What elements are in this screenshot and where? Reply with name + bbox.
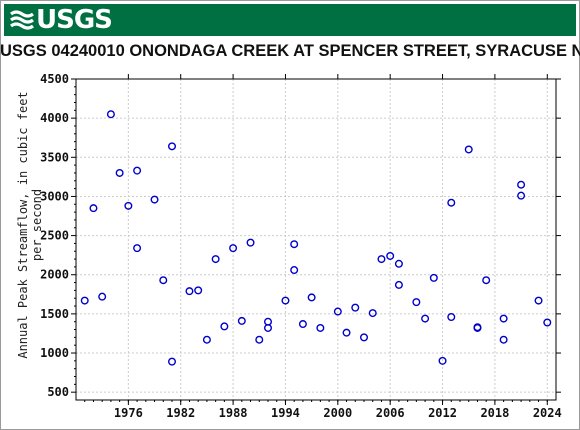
data-point (351, 303, 360, 312)
x-tick-label: 2012 (428, 406, 457, 420)
x-tick-label: 1976 (114, 406, 143, 420)
data-point (447, 198, 456, 207)
data-point (499, 314, 508, 323)
data-point (499, 335, 508, 344)
y-tick-label: 2500 (40, 229, 69, 243)
data-point (80, 296, 89, 305)
data-point (133, 244, 142, 253)
data-point (159, 276, 168, 285)
data-point (194, 286, 203, 295)
data-point (360, 333, 369, 342)
data-point (124, 201, 133, 210)
x-tick-label: 2024 (533, 406, 562, 420)
data-point (220, 322, 229, 331)
x-tick-label: 2000 (323, 406, 352, 420)
y-tick-label: 1000 (40, 346, 69, 360)
data-point (543, 318, 552, 327)
y-tick-label: 2000 (40, 268, 69, 282)
data-point (167, 142, 176, 151)
y-tick-label: 4500 (40, 72, 69, 86)
y-tick-label: 500 (47, 385, 69, 399)
data-point (377, 255, 386, 264)
plot-area (76, 79, 556, 400)
data-point (421, 314, 430, 323)
data-point (115, 168, 124, 177)
x-tick-label: 1994 (271, 406, 300, 420)
data-point (316, 323, 325, 332)
data-point (246, 238, 255, 247)
y-tick-label: 3500 (40, 150, 69, 164)
data-point (438, 356, 447, 365)
data-point (482, 276, 491, 285)
data-point (106, 110, 115, 119)
data-point (185, 287, 194, 296)
data-point (167, 357, 176, 366)
data-point (290, 266, 299, 275)
data-point (298, 320, 307, 329)
data-point (211, 255, 220, 264)
x-tick-label: 1982 (166, 406, 195, 420)
y-tick-label: 3000 (40, 189, 69, 203)
usgs-logo[interactable]: USGS (10, 5, 113, 35)
data-point (429, 273, 438, 282)
data-point (237, 316, 246, 325)
plot-frame (75, 78, 557, 401)
data-point (307, 293, 316, 302)
data-point (133, 166, 142, 175)
x-tick-label: 1988 (219, 406, 248, 420)
x-tick-label: 2006 (376, 406, 405, 420)
data-point (229, 244, 238, 253)
data-point (386, 251, 395, 260)
data-point (255, 335, 264, 344)
data-point (517, 180, 526, 189)
data-point (464, 145, 473, 154)
data-point (517, 191, 526, 200)
data-point (264, 323, 273, 332)
y-tick-label: 4000 (40, 111, 69, 125)
data-point (333, 307, 342, 316)
data-point (447, 313, 456, 322)
data-point (534, 296, 543, 305)
usgs-banner: USGS (4, 4, 576, 36)
data-point (342, 328, 351, 337)
usgs-logo-text: USGS (36, 5, 113, 35)
data-point (98, 292, 107, 301)
usgs-wave-icon (10, 10, 34, 30)
x-tick-label: 2018 (480, 406, 509, 420)
data-point (394, 259, 403, 268)
data-point (394, 280, 403, 289)
data-point (89, 204, 98, 213)
data-point (290, 240, 299, 249)
data-point (473, 323, 482, 332)
data-point (412, 298, 421, 307)
data-point (281, 296, 290, 305)
chart-title: USGS 04240010 ONONDAGA CREEK AT SPENCER … (0, 42, 580, 60)
data-point (150, 195, 159, 204)
y-tick-label: 1500 (40, 307, 69, 321)
data-point (368, 309, 377, 318)
data-point (202, 335, 211, 344)
